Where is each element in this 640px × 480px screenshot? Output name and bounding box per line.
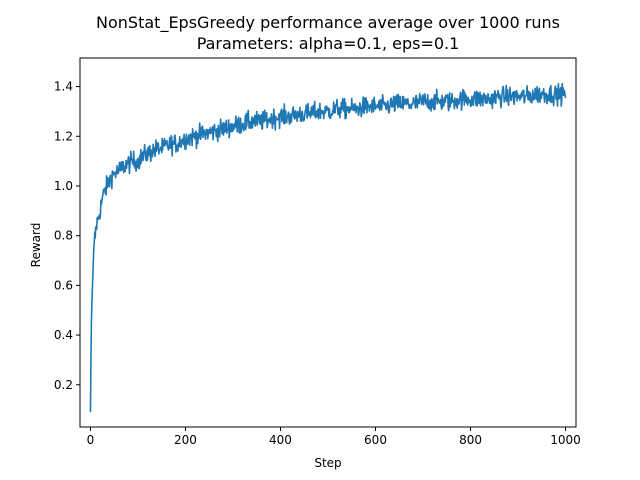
chart-title: NonStat_EpsGreedy performance average ov…	[96, 13, 560, 33]
axes-frame	[79, 57, 577, 428]
y-tick-label: 1.4	[54, 80, 73, 94]
chart-subtitle: Parameters: alpha=0.1, eps=0.1	[197, 34, 460, 53]
x-tick-label: 0	[87, 433, 95, 447]
y-tick-label: 1.2	[54, 129, 73, 143]
plot-area: 0 200 400 600 800 1000 0.2 0.4 0.6 0.8 1.0 1.2 1.4	[54, 57, 581, 447]
y-tick-label: 0.4	[54, 328, 73, 342]
x-tick-label: 400	[269, 433, 292, 447]
y-tick-label: 0.6	[54, 278, 73, 292]
x-tick-label: 1000	[550, 433, 581, 447]
series-line-reward	[89, 82, 567, 413]
x-axis-label: Step	[314, 456, 341, 470]
x-tick-label: 600	[364, 433, 387, 447]
y-axis-label: Reward	[29, 223, 43, 268]
y-tick-label: 1.0	[54, 179, 73, 193]
y-tick-label: 0.2	[54, 378, 73, 392]
y-tick-label: 0.8	[54, 229, 73, 243]
x-tick-label: 200	[174, 433, 197, 447]
x-tick-label: 800	[459, 433, 482, 447]
